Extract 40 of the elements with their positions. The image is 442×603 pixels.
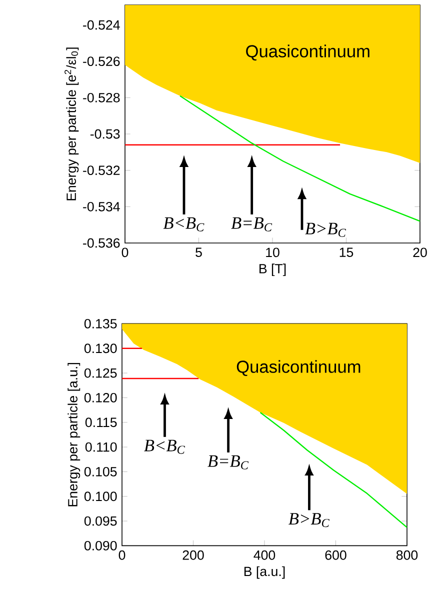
y-tick-label: 0.125 bbox=[84, 368, 117, 378]
y-tick-label: 0.130 bbox=[84, 344, 117, 354]
y-tick-label: -0.53 bbox=[90, 129, 120, 139]
x-tick-label: 5 bbox=[196, 248, 202, 258]
y-axis-title: Energy per particle [a.u.] bbox=[68, 363, 80, 506]
y-tick-label: 0.135 bbox=[84, 318, 117, 328]
y-tick-label: -0.524 bbox=[83, 20, 120, 30]
x-tick-label: 10 bbox=[266, 248, 280, 258]
y-tick-label: 0.105 bbox=[84, 466, 117, 476]
y-tick-label: 0.100 bbox=[84, 492, 117, 502]
annotation: B>B$_{C}$ bbox=[305, 222, 346, 237]
y-tick-label: 0.120 bbox=[84, 392, 117, 402]
x-tick-label: 15 bbox=[340, 248, 354, 258]
annotation: B>B$_{C}$ bbox=[288, 513, 330, 528]
y-tick-label: -0.532 bbox=[83, 166, 120, 176]
annotation: B=B$_{C}$ bbox=[231, 217, 272, 232]
x-tick-label: 20 bbox=[413, 248, 427, 258]
annotation: B<B$_{C}$ bbox=[163, 217, 204, 232]
x-tick-label: 0 bbox=[118, 550, 126, 560]
x-axis-title: B [T] bbox=[260, 264, 286, 276]
annotation: B<B$_{C}$ bbox=[144, 440, 185, 454]
x-tick-label: 400 bbox=[254, 550, 276, 560]
y-tick-label: -0.528 bbox=[83, 92, 120, 102]
x-tick-label: 0 bbox=[122, 248, 128, 258]
y-axis-title: Energy per particle [e$^{2}$/εl$_{0}$] bbox=[64, 48, 79, 200]
x-tick-label: 800 bbox=[396, 550, 418, 560]
x-tick-label: 200 bbox=[182, 550, 204, 560]
y-tick-label: 0.110 bbox=[85, 442, 117, 452]
annotation: B=B$_{C}$ bbox=[208, 455, 249, 470]
line-series bbox=[260, 412, 407, 528]
x-axis-title: B [a.u.] bbox=[244, 566, 285, 579]
y-tick-label: 0.090 bbox=[84, 540, 117, 550]
y-tick-label: -0.536 bbox=[83, 238, 120, 248]
x-tick-label: 600 bbox=[325, 550, 346, 560]
y-tick-label: 0.095 bbox=[84, 516, 117, 526]
series-label: Quasicontinuum bbox=[236, 360, 360, 376]
series-label: Quasicontinuum bbox=[246, 44, 370, 61]
y-tick-label: 0.115 bbox=[85, 418, 117, 428]
y-tick-label: -0.534 bbox=[83, 202, 120, 212]
y-tick-label: -0.526 bbox=[83, 56, 120, 66]
